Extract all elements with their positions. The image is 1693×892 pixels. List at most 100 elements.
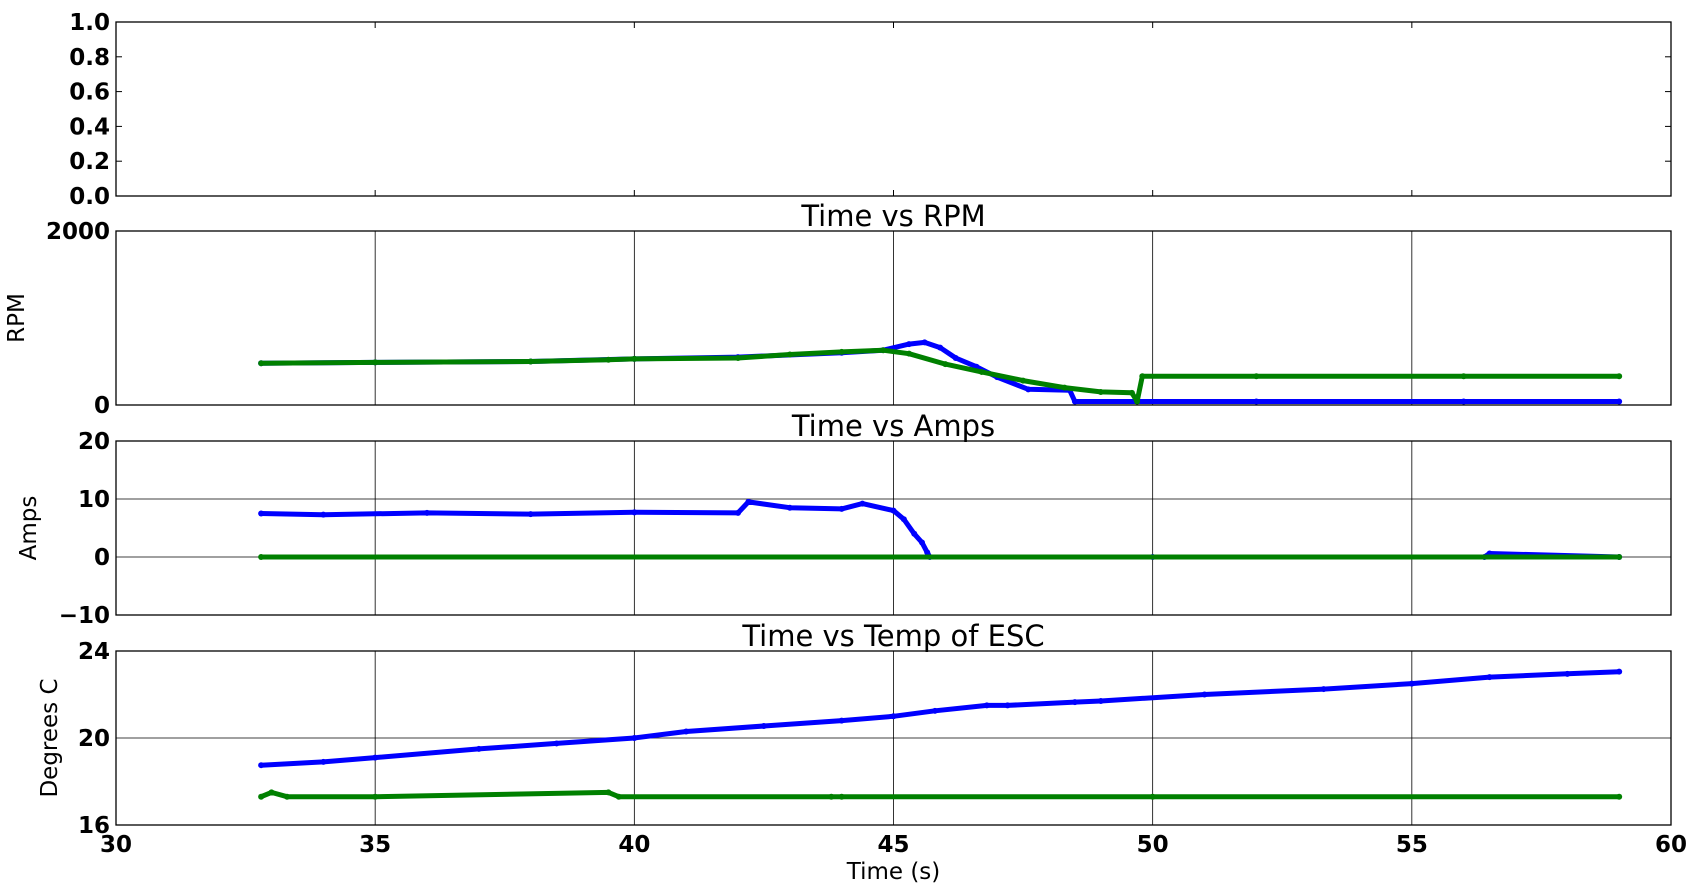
plot-frame: [115, 21, 1672, 197]
data-point: [1460, 398, 1467, 405]
y-tick-label: −10: [59, 603, 110, 629]
series-1-line: [258, 499, 1622, 560]
series-2-line: [258, 347, 1622, 404]
data-point: [924, 549, 931, 556]
data-point: [890, 713, 897, 720]
y-tick-label: 0: [94, 393, 110, 419]
series-2-line: [258, 789, 1622, 800]
data-point: [1253, 373, 1260, 380]
data-point: [631, 355, 638, 362]
data-point: [1139, 373, 1146, 380]
plot-frame: [115, 650, 1672, 826]
data-point: [1616, 398, 1623, 405]
panel-4: 16 20 24 Time vs Temp of ESC Degrees C 30 35 40…: [37, 619, 1687, 885]
data-point: [527, 358, 534, 365]
data-point: [1616, 373, 1623, 380]
plot-frame: [115, 230, 1672, 406]
data-point: [1020, 377, 1027, 384]
panel-title: Time vs Temp of ESC: [741, 619, 1044, 653]
data-point: [258, 554, 265, 560]
series-1-line: [258, 669, 1622, 768]
x-axis-label: Time (s): [846, 859, 941, 885]
y-tick-label: 16: [78, 813, 110, 839]
data-point: [605, 789, 612, 796]
data-point: [1486, 674, 1493, 681]
data-point: [258, 510, 265, 517]
data-point: [838, 793, 845, 800]
data-point: [1097, 388, 1104, 395]
data-point: [931, 707, 938, 714]
data-point: [372, 359, 379, 366]
y-tick-label: 20: [78, 429, 110, 455]
panel-title: Time vs Amps: [791, 409, 995, 443]
x-tick-label: 55: [1396, 832, 1428, 858]
data-point: [553, 740, 560, 747]
data-point: [906, 350, 913, 357]
data-point: [859, 500, 866, 507]
data-point: [1025, 386, 1032, 393]
data-point: [1253, 398, 1260, 405]
y-tick-label: 0.2: [69, 149, 110, 175]
data-point: [760, 723, 767, 730]
data-point: [1128, 389, 1135, 396]
data-point: [900, 516, 907, 523]
x-tick-label: 30: [100, 832, 132, 858]
y-tick-label: 1.0: [69, 10, 110, 36]
data-point: [475, 745, 482, 752]
data-point: [942, 361, 949, 368]
data-point: [1616, 554, 1623, 560]
data-point: [1004, 702, 1011, 709]
data-point: [605, 356, 612, 363]
y-tick-label: 24: [78, 639, 110, 665]
data-point: [1071, 699, 1078, 706]
y-tick-label: 0.0: [69, 184, 110, 210]
data-point: [1071, 398, 1078, 405]
x-tick-label: 40: [618, 832, 650, 858]
data-point: [911, 530, 918, 537]
data-point: [838, 717, 845, 724]
data-point: [631, 735, 638, 741]
panel-title: Time vs RPM: [800, 199, 985, 233]
x-tick-label: 35: [359, 832, 391, 858]
data-point: [372, 793, 379, 800]
data-point: [952, 355, 959, 362]
data-point: [1061, 384, 1068, 391]
data-point: [1408, 680, 1415, 687]
data-point: [890, 507, 897, 514]
y-tick-label: 0.6: [69, 80, 110, 106]
panel-2: 0 2000 Time vs RPM RPM: [4, 199, 1672, 419]
data-point: [1616, 668, 1623, 675]
data-point: [828, 793, 835, 800]
data-point: [527, 511, 534, 518]
y-tick-label: 0.4: [69, 114, 110, 140]
data-point: [320, 511, 327, 518]
panel-3: −10 0 10 20 Time vs Amps Amps: [16, 409, 1672, 629]
y-tick-label: 0.8: [69, 45, 110, 71]
data-point: [320, 758, 327, 765]
y-axis-label: RPM: [4, 293, 30, 343]
series-1-line: [258, 339, 1622, 404]
data-point: [683, 728, 690, 735]
data-point: [1320, 686, 1327, 693]
data-point: [735, 509, 741, 516]
data-point: [1460, 373, 1467, 380]
x-tick-label: 50: [1137, 832, 1169, 858]
data-point: [735, 355, 741, 362]
plot-frame: [115, 440, 1672, 616]
data-point: [258, 793, 265, 800]
data-point: [983, 702, 990, 709]
data-point: [919, 539, 926, 546]
data-point: [284, 793, 291, 800]
y-tick-label: 20: [78, 726, 110, 752]
data-point: [372, 754, 379, 761]
data-point: [1149, 793, 1156, 800]
data-point: [258, 762, 265, 769]
data-point: [906, 341, 913, 348]
panel-1: 0.0 0.2 0.4 0.6 0.8 1.0: [69, 10, 1672, 210]
data-point: [1564, 670, 1571, 677]
data-point: [1616, 793, 1623, 800]
data-point: [615, 793, 622, 800]
data-point: [268, 789, 275, 796]
y-axis-label: Degrees C: [37, 678, 63, 797]
